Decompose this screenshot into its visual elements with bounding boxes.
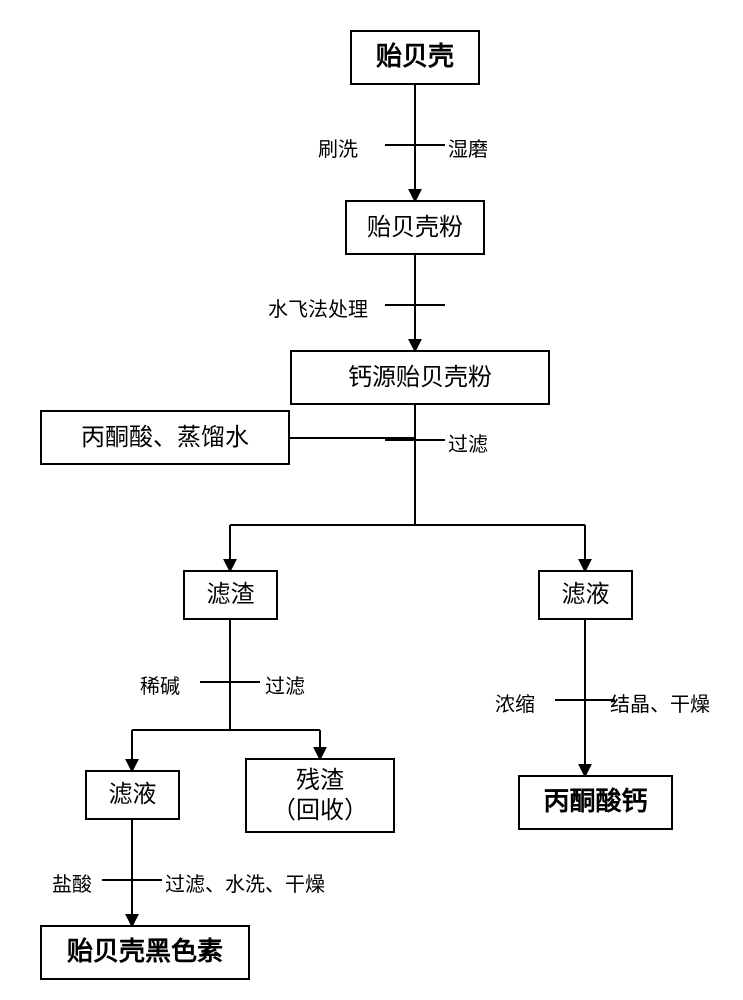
node-label: 贻贝壳 (376, 41, 454, 74)
node-label: 滤渣 (207, 580, 255, 610)
node-pyruvic-water: 丙酮酸、蒸馏水 (40, 410, 290, 465)
label-hcl: 盐酸 (52, 868, 92, 897)
node-label: 残渣 （回收） (272, 766, 368, 826)
node-label: 滤液 (562, 580, 610, 610)
node-filtrate-left: 滤液 (85, 770, 180, 820)
node-mussel-shell: 贻贝壳 (350, 30, 480, 85)
node-label: 钙源贻贝壳粉 (348, 363, 492, 393)
label-crystal-dry: 结晶、干燥 (610, 688, 710, 717)
flowchart-lines (0, 0, 743, 1000)
label-brush: 刷洗 (318, 133, 358, 162)
node-residue: 滤渣 (183, 570, 278, 620)
label-filter-wash: 过滤、水洗、干燥 (165, 868, 325, 897)
node-filtrate-right: 滤液 (538, 570, 633, 620)
node-calcium-source: 钙源贻贝壳粉 (290, 350, 550, 405)
node-label: 贻贝壳黑色素 (67, 936, 223, 969)
label-dilute-alkali: 稀碱 (140, 670, 180, 699)
node-shell-melanin: 贻贝壳黑色素 (40, 925, 250, 980)
node-label: 丙酮酸钙 (543, 786, 647, 819)
node-calcium-pyruvate: 丙酮酸钙 (518, 775, 673, 830)
label-filter-1: 过滤 (448, 428, 488, 457)
label-concentrate: 浓缩 (495, 688, 535, 717)
node-shell-powder: 贻贝壳粉 (345, 200, 485, 255)
node-label: 滤液 (109, 780, 157, 810)
label-filter-2: 过滤 (265, 670, 305, 699)
label-water-fly: 水飞法处理 (268, 293, 368, 322)
node-label: 丙酮酸、蒸馏水 (81, 423, 249, 453)
label-wet-grind: 湿磨 (448, 133, 488, 162)
node-slag-recycle: 残渣 （回收） (245, 758, 395, 833)
node-label: 贻贝壳粉 (367, 213, 463, 243)
